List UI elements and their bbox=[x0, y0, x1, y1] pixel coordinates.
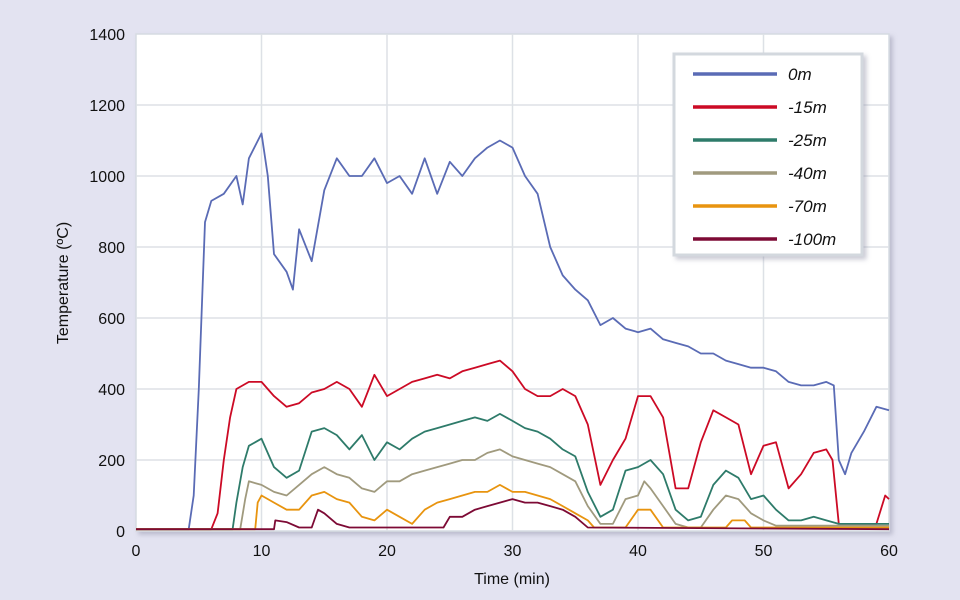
y-tick-label: 1200 bbox=[89, 98, 125, 115]
series-line-minus-25m bbox=[136, 413, 889, 531]
y-tick-label: 1400 bbox=[89, 27, 125, 44]
legend-label: 0m bbox=[788, 65, 812, 84]
series-line-minus-100m bbox=[136, 498, 890, 531]
y-tick-label: 600 bbox=[98, 311, 125, 328]
x-tick-label: 0 bbox=[132, 543, 141, 560]
series-line-minus-70m bbox=[136, 484, 889, 531]
legend-label: -25m bbox=[788, 131, 827, 150]
x-axis-label: Time (min) bbox=[474, 571, 550, 588]
x-tick-label: 30 bbox=[504, 543, 522, 560]
legend-label: -70m bbox=[788, 197, 827, 216]
y-tick-label: 800 bbox=[98, 240, 125, 257]
x-tick-label: 60 bbox=[880, 543, 898, 560]
y-tick-label: 0 bbox=[116, 524, 125, 541]
grid bbox=[136, 34, 889, 531]
legend-label: -100m bbox=[788, 230, 836, 249]
y-tick-label: 400 bbox=[98, 382, 125, 399]
x-tick-label: 20 bbox=[378, 543, 396, 560]
series-line-minus-15m bbox=[136, 359, 890, 531]
y-tick-label: 200 bbox=[98, 453, 125, 470]
y-tick-label: 1000 bbox=[89, 169, 125, 186]
x-tick-label: 50 bbox=[755, 543, 773, 560]
x-tick-label: 10 bbox=[253, 543, 271, 560]
y-axis-label: Temperature (ºC) bbox=[55, 222, 72, 344]
legend: 0m -15m -25m -40m -70m -100m bbox=[672, 52, 864, 257]
legend-label: -40m bbox=[788, 164, 827, 183]
x-tick-label: 40 bbox=[629, 543, 647, 560]
legend-label: -15m bbox=[788, 98, 827, 117]
series-group bbox=[136, 132, 890, 531]
series-line-0m bbox=[136, 132, 890, 531]
